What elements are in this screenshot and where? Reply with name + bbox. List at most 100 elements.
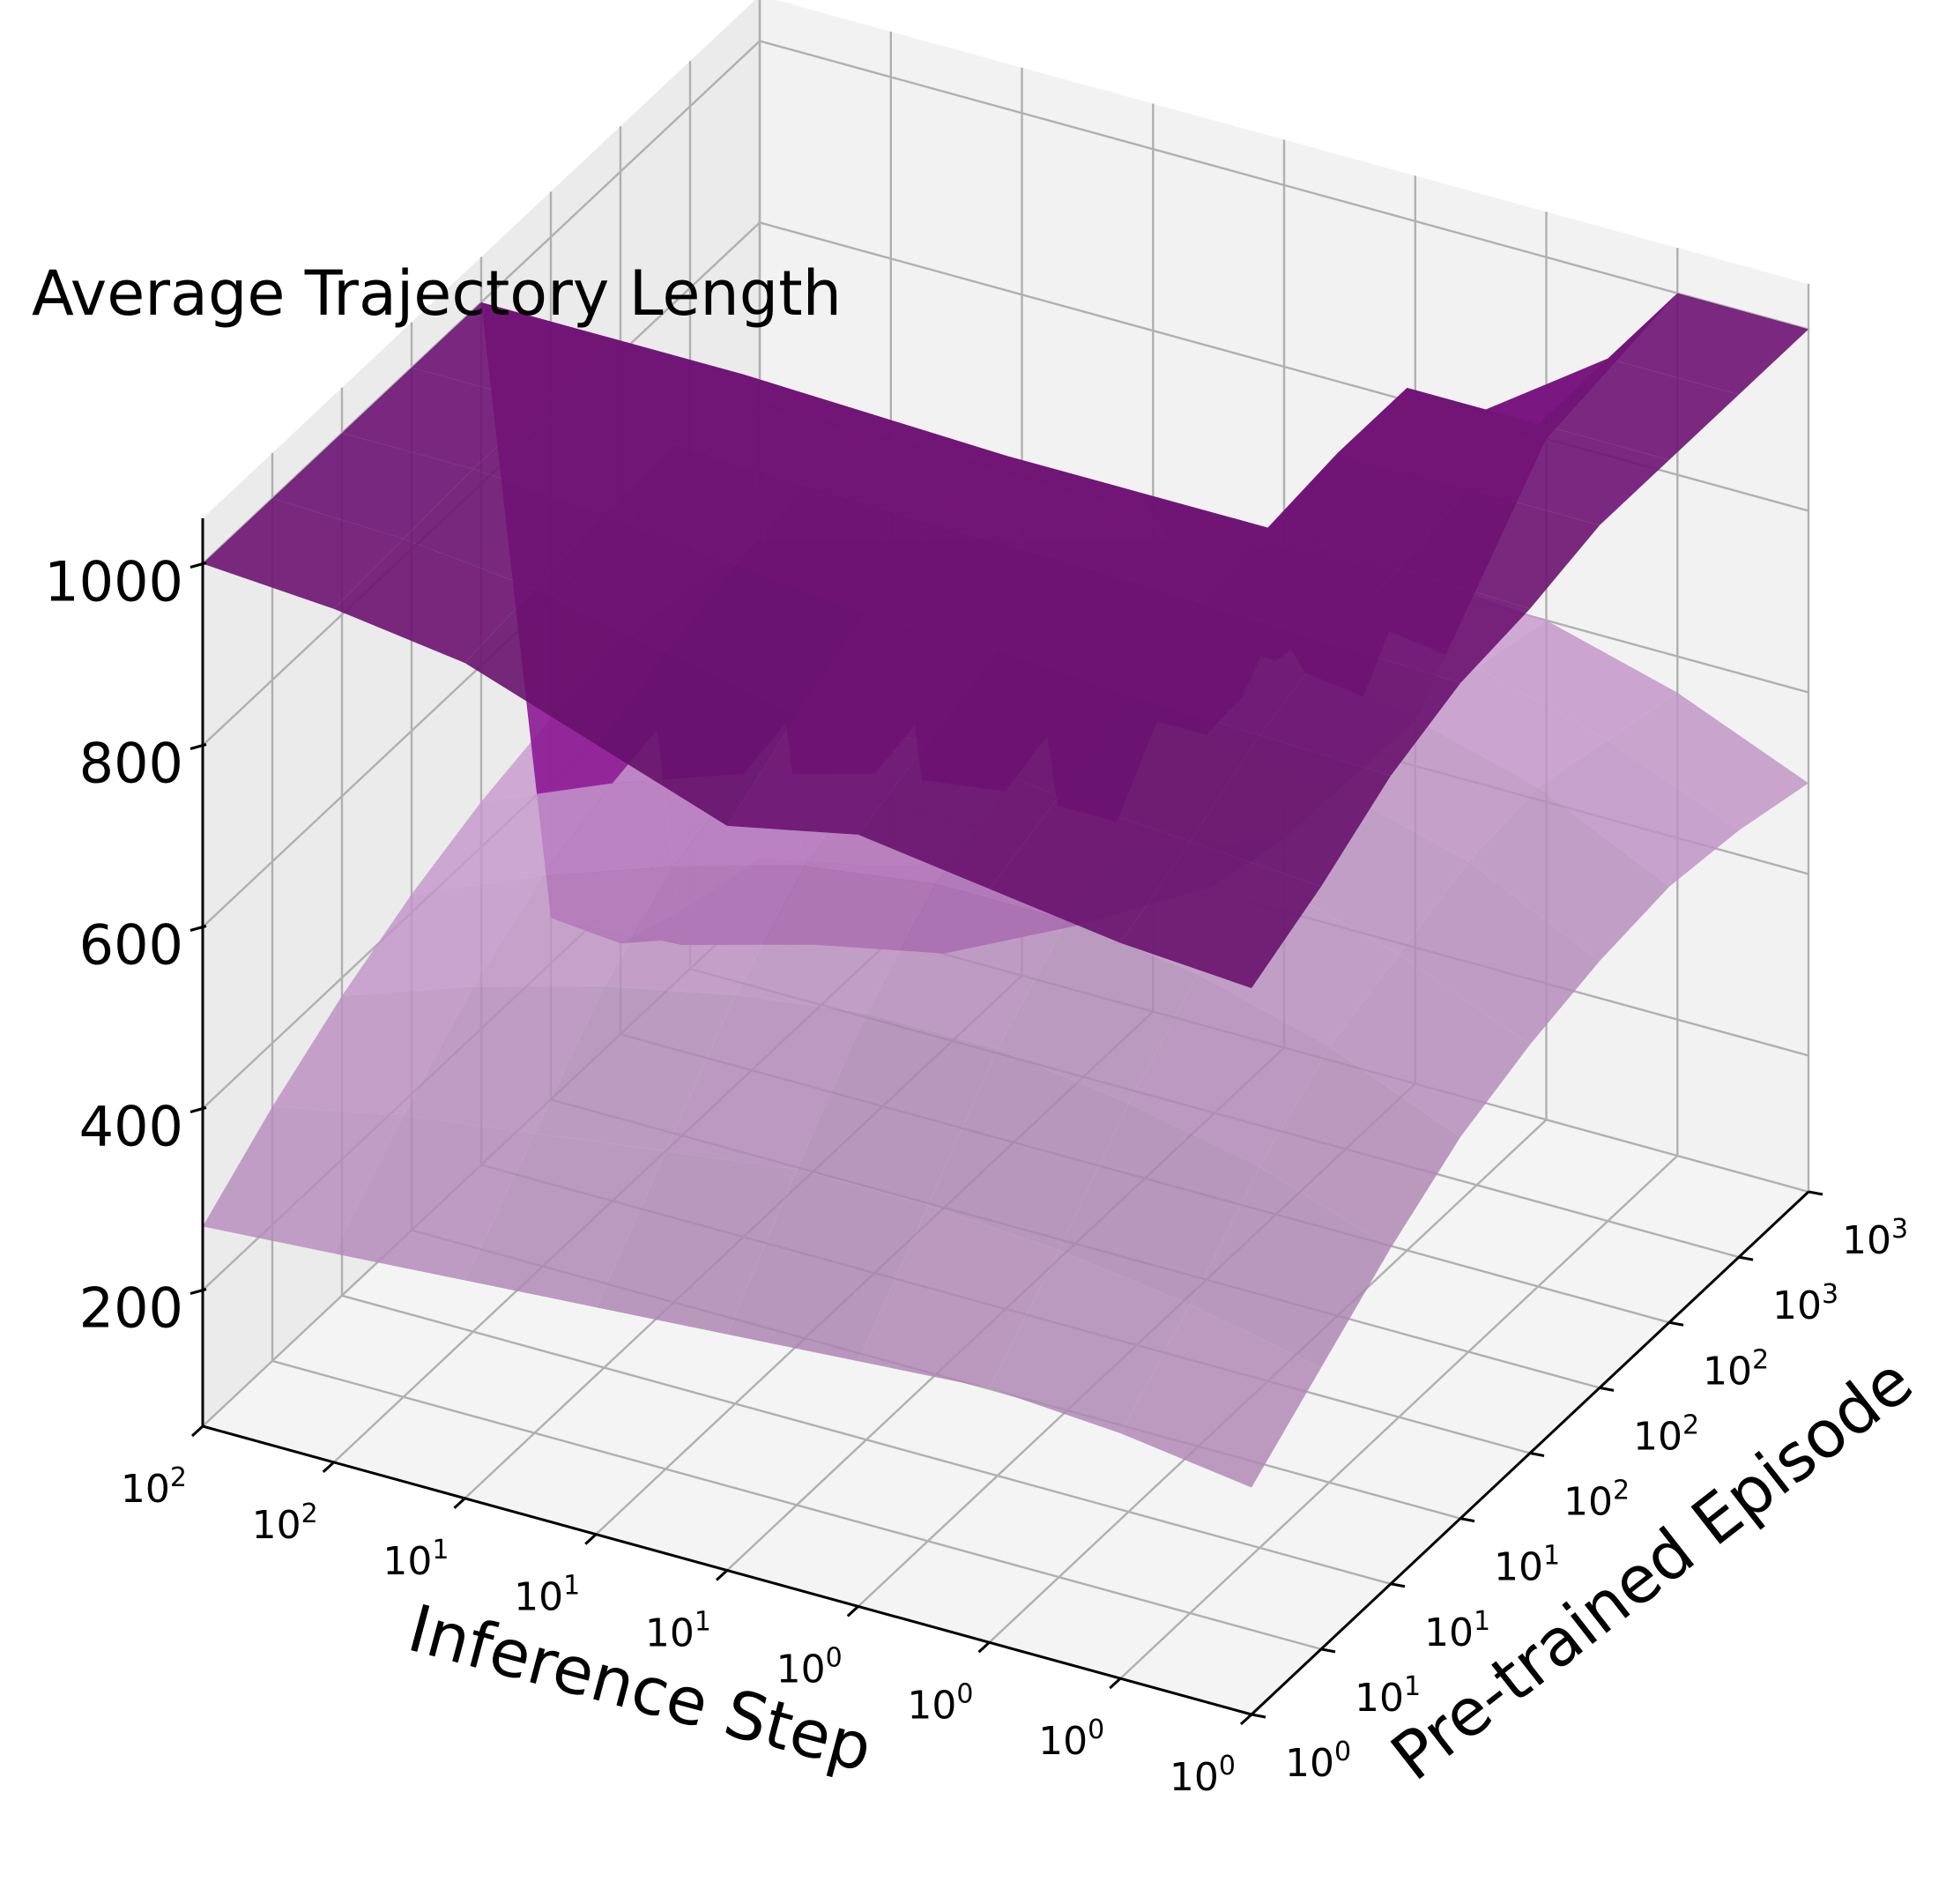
tick-label: 101 (514, 1571, 580, 1620)
surface-0-patch (1468, 786, 1669, 962)
tick-label: 100 (1285, 1737, 1351, 1786)
surface-1-patch (1120, 841, 1321, 988)
surface-0-patch (727, 1169, 928, 1362)
z-tick-label: 200 (79, 1276, 183, 1341)
tick-label: 100 (776, 1642, 843, 1692)
surface-1-patch (1468, 423, 1669, 525)
tick-label: 101 (645, 1607, 711, 1656)
surface-1-patch (333, 539, 535, 664)
z-tick-mark (189, 925, 207, 932)
surface-1-patch (797, 613, 998, 742)
y-gridline (340, 387, 1392, 1585)
x-tick-mark (1239, 1713, 1253, 1726)
surface-0-patch (1399, 861, 1600, 1045)
surface-0-patch (1120, 1304, 1321, 1488)
x-tick-mark (584, 1533, 598, 1545)
x-tick-mark (715, 1569, 729, 1581)
surface-1-patch (1399, 489, 1600, 609)
surface-0-patch (203, 1106, 404, 1253)
surface-0-patch (1190, 1166, 1391, 1368)
tick-label: 102 (1563, 1476, 1630, 1525)
z-tick-mark (189, 1106, 207, 1113)
surface-0-patch (989, 1250, 1191, 1433)
surface-1-patch (727, 715, 928, 835)
x-tick-mark (190, 1424, 204, 1438)
z-tick-label: 400 (79, 1095, 183, 1159)
z-tick-mark (189, 743, 207, 750)
surface-0-patch (797, 1013, 998, 1206)
surface-1-patch (596, 651, 797, 826)
surface-1-patch (1538, 358, 1739, 460)
chart-title: Average Trajectory Length (32, 257, 842, 330)
x-tick-mark (977, 1641, 991, 1654)
x-tick-mark (846, 1605, 859, 1618)
surface-0-patch (1476, 620, 1678, 740)
tick-label: 101 (383, 1535, 449, 1584)
tick-label: 100 (1038, 1714, 1104, 1764)
y-tick-mark (1251, 1713, 1266, 1719)
tick-label: 102 (121, 1462, 187, 1512)
surface-0-patch (403, 985, 605, 1134)
surface-1-patch (412, 302, 613, 404)
z-tick-label: 1000 (44, 550, 183, 614)
surface-1-patch (735, 485, 936, 614)
surface-0-patch (464, 1133, 666, 1308)
surface-1-patch (203, 498, 404, 609)
surface-0-patch (1128, 974, 1330, 1167)
surface-1-patch (805, 414, 1006, 526)
surface-0-patch (342, 875, 543, 996)
surface-0-patch (665, 994, 866, 1170)
surface-1-patch (472, 404, 674, 515)
surface-1-patch (403, 469, 605, 589)
surface-1-patch (1190, 735, 1391, 887)
y-tick-mark (1320, 1647, 1336, 1654)
surface-1-patch (1058, 695, 1260, 842)
z-tick-mark (189, 1288, 207, 1295)
surfaces (203, 293, 1809, 1488)
surface-1-patch (989, 796, 1191, 943)
surface-1-patch (604, 444, 806, 564)
surface-1-patch (464, 588, 666, 745)
x-tick-mark (453, 1497, 466, 1509)
y-tick-mark (1668, 1320, 1684, 1327)
surface-1-patch (866, 525, 1067, 650)
tick-labels: 2004006008001000102102101101101100100100… (44, 550, 1908, 1801)
surface-0-patch (534, 985, 736, 1151)
tick-label: 101 (1494, 1541, 1560, 1590)
surface-1-patch (927, 649, 1129, 797)
z-tick-mark (189, 562, 207, 569)
surface-1-patch (1198, 527, 1400, 643)
y-tick-mark (1738, 1255, 1754, 1261)
x-tick-mark (1109, 1677, 1122, 1690)
surface-0-patch (866, 883, 1067, 1049)
tick-label: 100 (1170, 1751, 1236, 1800)
surface-0-patch (272, 986, 473, 1116)
tick-label: 101 (1424, 1606, 1490, 1655)
surface-0-patch (1259, 1046, 1460, 1248)
surface-0-patch (1608, 692, 1809, 830)
surface-1-patch (1329, 568, 1530, 683)
surface-1-patch (997, 561, 1199, 695)
y-tick-mark (1460, 1517, 1475, 1523)
surface-1-patch (665, 563, 866, 716)
surface-1-patch (673, 374, 875, 486)
tick-label: 102 (252, 1499, 318, 1548)
surface-1-patch (272, 433, 473, 539)
y-tick-mark (1808, 1190, 1823, 1196)
surface-0-patch (858, 1205, 1059, 1388)
surface-1-patch (1608, 293, 1809, 395)
surface-0-patch (604, 866, 806, 995)
surface-1-patch (858, 741, 1059, 889)
surface-0-patch (596, 1151, 797, 1335)
surface-1-patch (1337, 388, 1539, 489)
x-tick-mark (322, 1461, 335, 1473)
y-tick-mark (1599, 1386, 1615, 1392)
y-gridline (271, 452, 1322, 1651)
surface-0-patch (333, 1115, 535, 1281)
y-tick-mark (1529, 1452, 1545, 1457)
tick-label: 102 (1703, 1344, 1769, 1394)
tick-label: 100 (907, 1678, 973, 1728)
z-tick-label: 600 (79, 913, 183, 978)
surface-1-patch (342, 368, 543, 470)
